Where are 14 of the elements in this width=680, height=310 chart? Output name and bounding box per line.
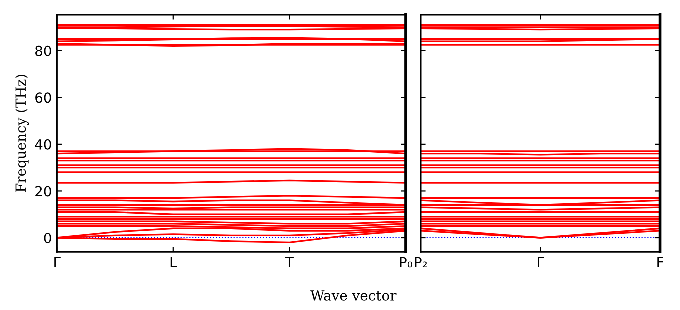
y-tick-label: 0 — [44, 232, 52, 244]
x-axis-title: Wave vector — [310, 290, 397, 301]
x-tick-label: L — [170, 257, 178, 268]
y-tick-label: 60 — [36, 92, 52, 104]
y-tick-label: 80 — [36, 46, 52, 56]
y-tick-label: 40 — [35, 139, 52, 150]
x-tick-label: T — [285, 257, 294, 268]
x-tick-label: P₀ — [400, 257, 412, 268]
y-tick-label: 20 — [36, 186, 52, 197]
x-tick-label: Γ — [538, 257, 544, 268]
x-tick-label: Γ — [54, 257, 61, 268]
x-tick-label: F — [658, 257, 664, 268]
x-tick-label: P₂ — [415, 257, 428, 268]
y-axis-title: Frequency (THz) — [15, 75, 30, 192]
